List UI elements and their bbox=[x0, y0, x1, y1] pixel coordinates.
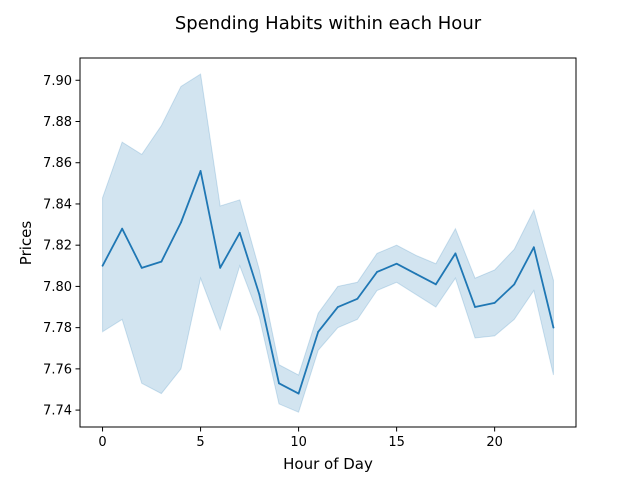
data-point bbox=[258, 293, 261, 296]
y-tick-label: 7.74 bbox=[43, 404, 72, 419]
data-point bbox=[336, 306, 339, 308]
data-point bbox=[376, 271, 378, 273]
y-tick-label: 7.76 bbox=[43, 362, 72, 377]
data-point bbox=[140, 266, 143, 269]
x-tick-label: 10 bbox=[290, 435, 307, 450]
data-point bbox=[317, 330, 320, 333]
y-tick-label: 7.84 bbox=[43, 197, 72, 212]
data-point bbox=[415, 273, 418, 275]
data-point bbox=[199, 170, 202, 172]
data-point bbox=[474, 306, 476, 308]
data-point bbox=[297, 392, 300, 395]
y-tick-label: 7.86 bbox=[43, 156, 72, 171]
data-point bbox=[434, 283, 437, 286]
x-axis-label: Hour of Day bbox=[283, 455, 373, 473]
chart-title: Spending Habits within each Hour bbox=[175, 13, 482, 34]
data-point bbox=[356, 297, 359, 300]
plot-area bbox=[101, 73, 555, 413]
data-point bbox=[278, 382, 280, 385]
y-axis-label: Prices bbox=[17, 221, 35, 266]
x-axis: 0 5 10 15 20 bbox=[98, 427, 503, 450]
data-point bbox=[532, 246, 535, 249]
data-point bbox=[180, 221, 182, 224]
data-point bbox=[238, 231, 241, 234]
data-point bbox=[513, 283, 516, 286]
data-point bbox=[454, 252, 457, 255]
y-tick-label: 7.78 bbox=[43, 321, 72, 336]
y-tick-label: 7.88 bbox=[43, 115, 72, 130]
series-line bbox=[101, 170, 555, 395]
data-point bbox=[121, 227, 124, 230]
data-point bbox=[219, 266, 222, 269]
y-tick-label: 7.82 bbox=[43, 239, 72, 254]
data-point bbox=[160, 260, 163, 263]
data-point bbox=[101, 264, 104, 267]
x-tick-label: 20 bbox=[486, 435, 503, 450]
plot-frame bbox=[79, 57, 577, 428]
data-point bbox=[395, 262, 398, 265]
x-tick-label: 15 bbox=[388, 435, 405, 450]
data-point bbox=[552, 326, 555, 329]
data-point bbox=[493, 302, 496, 304]
x-tick-label: 0 bbox=[98, 435, 106, 450]
x-tick-label: 5 bbox=[196, 435, 204, 450]
y-tick-label: 7.90 bbox=[43, 74, 72, 89]
y-tick-label: 7.80 bbox=[43, 280, 72, 295]
confidence-band bbox=[102, 73, 554, 413]
y-axis: 7.74 7.76 7.78 7.80 7.82 7.84 7.86 7.88 7.90 bbox=[43, 74, 80, 419]
